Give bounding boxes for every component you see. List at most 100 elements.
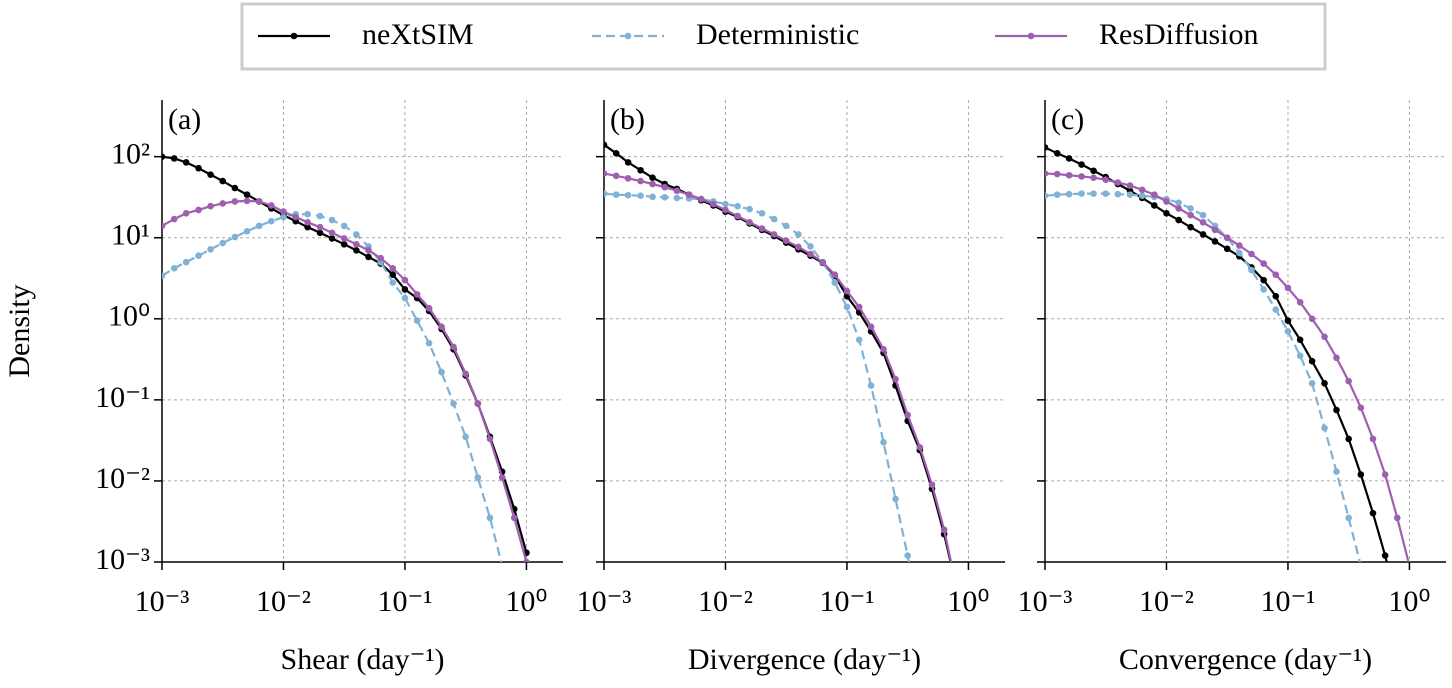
data-point bbox=[1333, 354, 1340, 362]
y-tick-label: 10⁻² bbox=[95, 462, 150, 495]
data-point bbox=[1308, 380, 1316, 387]
data-point bbox=[722, 200, 729, 208]
data-point bbox=[328, 216, 336, 224]
data-point bbox=[782, 237, 790, 244]
data-point bbox=[1296, 336, 1304, 344]
data-point bbox=[207, 245, 214, 253]
data-point bbox=[1333, 406, 1340, 414]
data-point bbox=[612, 150, 620, 157]
data-point bbox=[1045, 170, 1049, 177]
x-tick-label: 10⁻² bbox=[256, 585, 311, 618]
data-point bbox=[770, 215, 778, 223]
data-point bbox=[353, 231, 360, 238]
data-point bbox=[1114, 190, 1122, 198]
x-tick-label: 10⁻² bbox=[698, 585, 753, 618]
data-point bbox=[1126, 182, 1134, 189]
legend-label: ResDiffusion bbox=[1099, 18, 1258, 51]
data-point bbox=[1393, 514, 1401, 522]
x-tick-label: 10⁰ bbox=[947, 585, 989, 618]
data-point bbox=[1187, 223, 1194, 231]
data-point bbox=[1175, 216, 1182, 224]
data-point bbox=[389, 279, 397, 286]
x-tick-label: 10⁻¹ bbox=[378, 585, 433, 618]
data-point bbox=[1138, 192, 1146, 199]
data-point bbox=[1272, 271, 1280, 278]
data-point bbox=[758, 225, 766, 232]
data-point bbox=[843, 303, 851, 311]
data-point bbox=[474, 400, 482, 407]
data-point bbox=[292, 213, 299, 221]
data-point bbox=[280, 213, 287, 221]
data-point bbox=[1090, 174, 1097, 182]
data-point bbox=[1199, 211, 1207, 219]
x-tick-label: 10⁻³ bbox=[577, 585, 632, 618]
panel-label: (b) bbox=[610, 103, 645, 136]
data-point bbox=[377, 254, 384, 262]
data-point bbox=[1126, 191, 1134, 198]
data-point bbox=[904, 552, 911, 559]
data-point bbox=[316, 223, 324, 231]
data-point bbox=[746, 205, 753, 213]
data-point bbox=[904, 411, 911, 419]
data-point bbox=[880, 346, 887, 353]
data-point bbox=[1345, 435, 1352, 443]
legend-marker bbox=[290, 32, 298, 40]
data-point bbox=[855, 336, 863, 344]
data-point bbox=[624, 175, 632, 182]
x-tick-label: 10⁻³ bbox=[135, 585, 190, 618]
y-tick-label: 10⁻³ bbox=[95, 543, 150, 576]
data-point bbox=[1053, 191, 1061, 198]
data-point bbox=[231, 233, 239, 241]
data-point bbox=[182, 210, 190, 217]
x-axis-label: Convergence (day⁻¹) bbox=[1119, 643, 1372, 676]
data-point bbox=[928, 481, 936, 488]
y-axis-label: Density bbox=[3, 284, 36, 377]
data-point bbox=[255, 222, 263, 230]
data-point bbox=[612, 191, 620, 198]
data-point bbox=[328, 235, 336, 242]
data-point bbox=[1357, 404, 1365, 412]
data-point bbox=[1211, 238, 1219, 245]
data-point bbox=[673, 187, 681, 195]
data-point bbox=[1163, 210, 1170, 217]
data-point bbox=[389, 264, 397, 272]
data-point bbox=[1284, 317, 1292, 324]
data-point bbox=[1175, 205, 1182, 212]
data-point bbox=[1260, 276, 1267, 284]
data-point bbox=[1296, 352, 1304, 360]
data-point bbox=[831, 271, 839, 278]
data-point bbox=[1090, 167, 1097, 175]
data-point bbox=[231, 184, 239, 192]
data-point bbox=[685, 191, 693, 198]
data-point bbox=[673, 194, 681, 202]
data-point bbox=[1199, 231, 1207, 238]
data-point bbox=[365, 253, 372, 261]
data-point bbox=[413, 291, 421, 298]
data-point bbox=[1151, 191, 1158, 198]
y-tick-label: 10⁰ bbox=[108, 300, 150, 333]
data-point bbox=[649, 193, 656, 201]
data-point bbox=[1284, 284, 1292, 292]
data-point bbox=[807, 243, 814, 250]
data-point bbox=[1369, 435, 1377, 443]
data-point bbox=[498, 474, 506, 481]
data-point bbox=[170, 155, 178, 162]
data-point bbox=[162, 222, 166, 230]
legend-box bbox=[240, 2, 1327, 71]
data-point bbox=[328, 229, 336, 237]
data-point bbox=[1187, 205, 1194, 212]
panel-label: (a) bbox=[168, 103, 201, 136]
data-point bbox=[1053, 150, 1061, 157]
data-point bbox=[219, 177, 227, 185]
legend-marker bbox=[624, 32, 632, 40]
series-line bbox=[1045, 192, 1362, 562]
data-point bbox=[162, 272, 166, 280]
data-point bbox=[1321, 424, 1328, 432]
data-point bbox=[604, 141, 608, 149]
data-point bbox=[1211, 226, 1219, 234]
data-point bbox=[1236, 249, 1243, 257]
data-point bbox=[243, 197, 251, 205]
x-tick-label: 10⁰ bbox=[505, 585, 547, 618]
data-point bbox=[1045, 144, 1049, 151]
